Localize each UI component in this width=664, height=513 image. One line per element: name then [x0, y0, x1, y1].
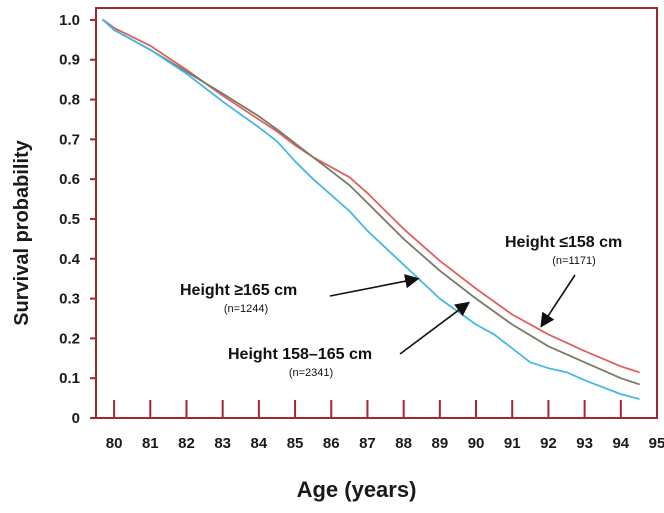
- x-tick-label: 80: [106, 435, 123, 452]
- y-tick-label: 0.1: [59, 370, 80, 387]
- y-tick-label: 0.3: [59, 291, 80, 308]
- x-tick-label: 89: [431, 435, 448, 452]
- annotation-arrow: [329, 274, 420, 297]
- y-axis-title: Survival probability: [11, 139, 33, 325]
- y-tick-label: 1.0: [59, 12, 80, 29]
- y-tick-label: 0.5: [59, 211, 80, 228]
- x-tick-label: 93: [576, 435, 593, 452]
- y-tick-label: 0.9: [59, 52, 80, 69]
- x-tick-label: 85: [287, 435, 304, 452]
- annotation-label: Height ≥165 cm: [180, 282, 297, 299]
- x-tick-label: 90: [468, 435, 485, 452]
- annotation-label: Height ≤158 cm: [505, 234, 622, 251]
- x-tick-label: 91: [504, 435, 521, 452]
- series-line-1: [102, 18, 640, 386]
- x-tick-label: 95: [649, 435, 664, 452]
- x-tick-label: 81: [142, 435, 159, 452]
- x-tick-label: 88: [395, 435, 412, 452]
- annotation-sublabel: (n=1244): [224, 303, 268, 315]
- series-line-0: [102, 18, 640, 374]
- y-tick-label: 0: [72, 410, 80, 427]
- y-tick-label: 0.8: [59, 92, 80, 109]
- annotation-arrow: [399, 301, 470, 355]
- annotation-sublabel: (n=2341): [289, 367, 333, 379]
- annotation-arrow: [540, 274, 576, 328]
- x-tick-label: 86: [323, 435, 340, 452]
- x-tick-label: 87: [359, 435, 376, 452]
- x-tick-label: 83: [214, 435, 231, 452]
- x-axis-title: Age (years): [297, 477, 417, 502]
- annotation-sublabel: (n=1171): [552, 255, 596, 267]
- x-tick-label: 84: [251, 435, 268, 452]
- y-tick-label: 0.2: [59, 330, 80, 347]
- y-tick-label: 0.4: [59, 251, 81, 268]
- annotation-label: Height 158–165 cm: [228, 346, 372, 363]
- plot-frame: [95, 7, 658, 419]
- x-tick-label: 94: [612, 435, 629, 452]
- y-tick-label: 0.6: [59, 171, 80, 188]
- y-tick-label: 0.7: [59, 131, 80, 148]
- x-tick-label: 82: [178, 435, 195, 452]
- series-line-2: [102, 18, 640, 400]
- x-tick-label: 92: [540, 435, 557, 452]
